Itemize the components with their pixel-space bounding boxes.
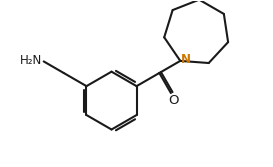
- Text: H₂N: H₂N: [20, 54, 42, 67]
- Text: N: N: [181, 53, 191, 66]
- Text: O: O: [168, 94, 179, 107]
